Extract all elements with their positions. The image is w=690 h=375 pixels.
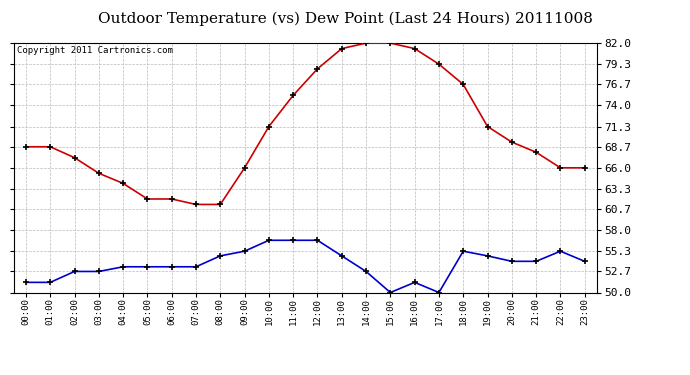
Text: Outdoor Temperature (vs) Dew Point (Last 24 Hours) 20111008: Outdoor Temperature (vs) Dew Point (Last… <box>97 11 593 26</box>
Text: Copyright 2011 Cartronics.com: Copyright 2011 Cartronics.com <box>17 46 172 55</box>
